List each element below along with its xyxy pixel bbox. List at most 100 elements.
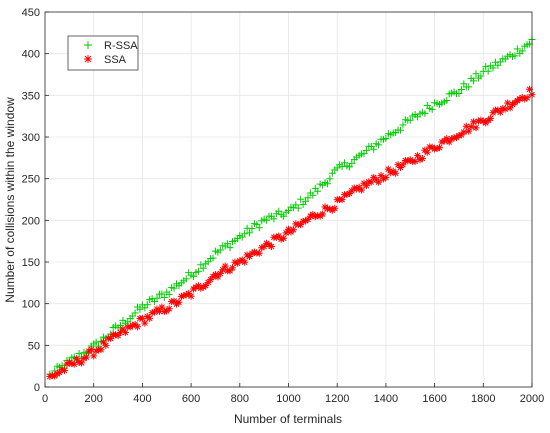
data-point-r-ssa	[484, 67, 492, 75]
data-point-r-ssa	[309, 191, 317, 199]
y-tick-label: 150	[22, 257, 40, 269]
data-point-ssa	[228, 264, 236, 272]
data-point-ssa	[116, 328, 124, 336]
data-point-ssa	[331, 204, 339, 212]
data-point-r-ssa	[314, 187, 322, 195]
data-point-r-ssa	[304, 194, 312, 202]
data-point-r-ssa	[226, 244, 234, 252]
series-r-ssa	[46, 36, 536, 379]
data-point-r-ssa	[209, 254, 217, 262]
data-point-ssa	[392, 169, 400, 177]
series-layer	[46, 36, 536, 380]
data-point-r-ssa	[348, 159, 356, 167]
x-tick-label: 400	[133, 393, 151, 405]
data-point-r-ssa	[199, 264, 207, 272]
data-point-r-ssa	[280, 212, 288, 220]
data-point-ssa	[267, 243, 275, 251]
x-axis-label: Number of terminals	[234, 412, 342, 426]
data-point-r-ssa	[165, 290, 173, 298]
data-point-r-ssa	[160, 293, 168, 301]
x-tick-label: 1200	[325, 393, 349, 405]
data-point-ssa	[506, 104, 514, 112]
y-tick-label: 50	[28, 340, 40, 352]
data-point-ssa	[87, 345, 95, 353]
data-point-ssa	[107, 335, 115, 343]
data-point-r-ssa	[482, 63, 490, 71]
legend-label-ssa: SSA	[104, 54, 127, 66]
x-tick-label: 2000	[520, 393, 544, 405]
legend-symbol-r-ssa	[84, 41, 92, 49]
data-point-ssa	[165, 305, 173, 313]
data-point-ssa	[397, 164, 405, 172]
data-point-r-ssa	[302, 197, 310, 205]
data-point-r-ssa	[255, 224, 263, 232]
data-point-ssa	[187, 292, 195, 300]
data-point-r-ssa	[248, 225, 256, 233]
data-point-r-ssa	[472, 70, 480, 78]
x-tick-label: 200	[85, 393, 103, 405]
data-point-r-ssa	[465, 83, 473, 91]
x-tick-label: 1400	[374, 393, 398, 405]
data-point-ssa	[119, 325, 127, 333]
data-point-r-ssa	[323, 180, 331, 188]
series-ssa	[46, 85, 536, 380]
data-point-ssa	[255, 249, 263, 257]
data-point-r-ssa	[131, 309, 139, 317]
data-point-ssa	[470, 118, 478, 126]
data-point-ssa	[219, 266, 227, 274]
data-point-r-ssa	[477, 72, 485, 80]
y-tick-label: 300	[22, 132, 40, 144]
data-point-r-ssa	[421, 109, 429, 117]
data-point-ssa	[435, 144, 443, 152]
data-point-ssa	[282, 229, 290, 237]
data-point-ssa	[134, 323, 142, 331]
data-point-r-ssa	[294, 204, 302, 212]
data-point-r-ssa	[338, 163, 346, 171]
data-point-ssa	[289, 226, 297, 234]
y-tick-label: 100	[22, 299, 40, 311]
data-point-r-ssa	[511, 52, 519, 60]
data-point-ssa	[241, 258, 249, 266]
data-point-r-ssa	[246, 229, 254, 237]
legend: R-SSA SSA	[67, 35, 139, 71]
data-point-r-ssa	[457, 85, 465, 93]
data-point-ssa	[99, 338, 107, 346]
data-point-ssa	[319, 210, 327, 218]
legend-box	[67, 35, 139, 71]
data-point-ssa	[221, 262, 229, 270]
data-point-r-ssa	[455, 90, 463, 98]
data-point-ssa	[523, 94, 531, 102]
data-point-r-ssa	[92, 338, 100, 346]
data-point-r-ssa	[399, 121, 407, 129]
data-point-ssa	[82, 353, 90, 361]
data-point-ssa	[141, 319, 149, 327]
data-point-r-ssa	[362, 146, 370, 154]
data-point-ssa	[214, 273, 222, 281]
legend-symbol-ssa	[84, 55, 92, 63]
data-point-ssa	[275, 232, 283, 240]
data-point-ssa	[362, 182, 370, 190]
y-tick-label: 350	[22, 90, 40, 102]
data-point-r-ssa	[170, 284, 178, 292]
x-tick-label: 1600	[422, 393, 446, 405]
data-point-r-ssa	[443, 97, 451, 105]
data-point-r-ssa	[136, 305, 144, 313]
data-point-r-ssa	[406, 116, 414, 124]
data-point-r-ssa	[190, 272, 198, 280]
data-point-ssa	[423, 148, 431, 156]
data-point-ssa	[338, 196, 346, 204]
data-point-r-ssa	[397, 126, 405, 134]
x-tick-label: 600	[182, 393, 200, 405]
data-point-ssa	[60, 367, 68, 375]
y-tick-label: 450	[22, 7, 40, 19]
y-axis-label: Number of collisions within the window	[3, 97, 17, 303]
data-point-r-ssa	[224, 240, 232, 248]
y-tick-label: 250	[22, 174, 40, 186]
x-tick-label: 0	[42, 393, 48, 405]
data-point-r-ssa	[216, 246, 224, 254]
data-point-ssa	[472, 124, 480, 132]
data-point-ssa	[496, 108, 504, 116]
data-point-r-ssa	[143, 301, 151, 309]
legend-label-r-ssa: R-SSA	[104, 40, 138, 52]
